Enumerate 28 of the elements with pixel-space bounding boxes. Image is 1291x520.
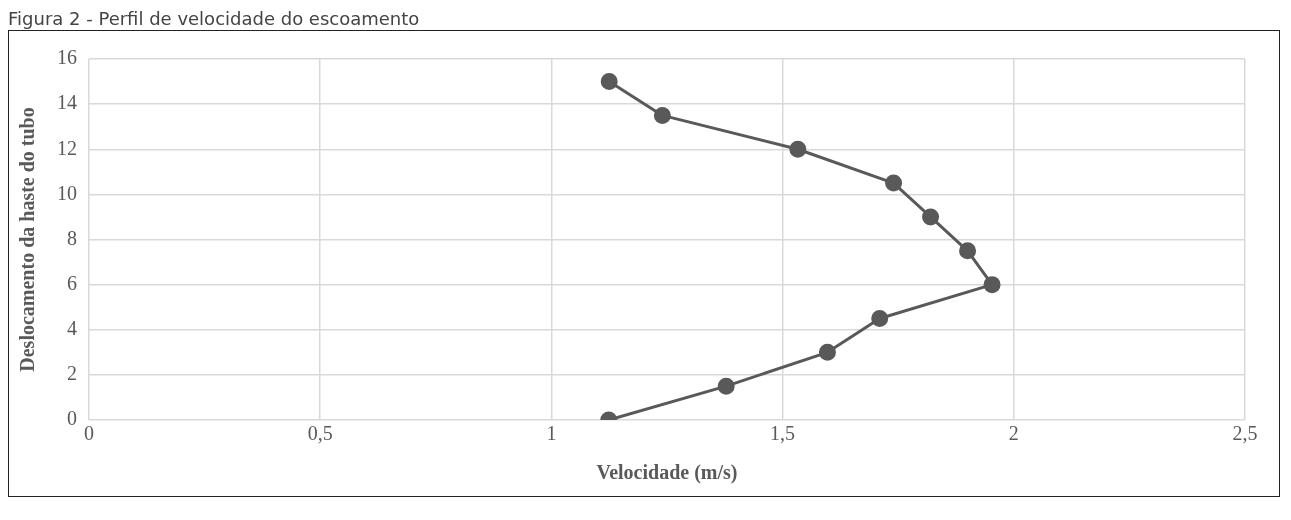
x-tick-label: 2,5 xyxy=(1232,422,1258,445)
point xyxy=(600,73,618,91)
point xyxy=(983,276,1001,294)
y-tick-label: 0 xyxy=(67,407,77,430)
x-tick-label: 1,5 xyxy=(770,422,796,445)
point xyxy=(885,174,903,192)
y-axis-title: Deslocamento da haste do tubo xyxy=(16,107,39,372)
y-tick-label: 8 xyxy=(67,226,77,249)
x-tick-label: 2 xyxy=(1008,422,1019,445)
point xyxy=(922,208,940,226)
point xyxy=(959,242,977,260)
x-tick-label: 0 xyxy=(84,422,94,445)
x-axis-title: Velocidade (m/s) xyxy=(596,461,738,485)
x-tick-label: 1 xyxy=(546,422,557,445)
point xyxy=(717,377,735,395)
y-tick-label: 12 xyxy=(57,136,77,159)
y-tick-label: 14 xyxy=(57,91,77,114)
point xyxy=(871,309,889,327)
point xyxy=(818,343,836,361)
y-tick-label: 4 xyxy=(67,317,77,339)
chart-title: Figura 2 - Perfil de velocidade do escoamento xyxy=(8,8,421,30)
point xyxy=(789,140,807,158)
y-tick-label: 10 xyxy=(57,181,77,204)
y-tick-label: 6 xyxy=(67,271,77,294)
y-tick-label: 2 xyxy=(67,362,77,385)
point xyxy=(653,106,671,124)
y-tick-label: 16 xyxy=(57,46,77,69)
x-tick-label: 0,5 xyxy=(307,422,333,445)
